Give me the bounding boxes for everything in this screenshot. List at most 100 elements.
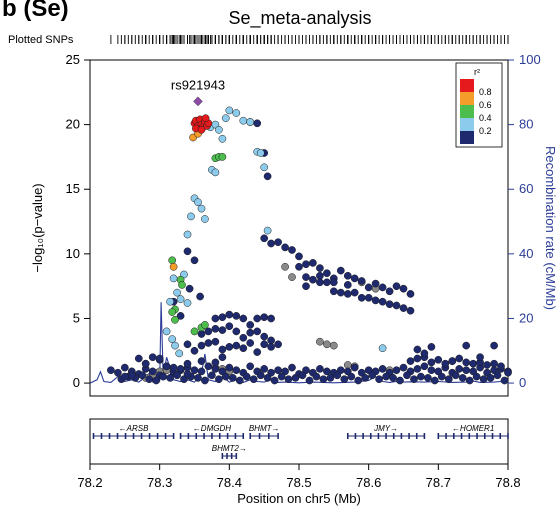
snp-point — [176, 295, 185, 303]
gene-exon — [445, 433, 447, 439]
gene-exon — [116, 433, 119, 439]
plotted-snps-rug — [110, 35, 509, 44]
snp-point — [490, 341, 498, 350]
gene-exon — [453, 433, 455, 439]
snp-point — [420, 362, 429, 371]
snp-point — [260, 163, 269, 172]
snp-point — [378, 344, 387, 353]
snp-point — [469, 359, 478, 368]
snp-point — [316, 271, 324, 280]
snp-point — [288, 273, 296, 281]
snp-point — [281, 243, 289, 252]
snp-point — [168, 308, 177, 316]
snp-point — [413, 365, 422, 373]
snp-point — [211, 314, 220, 323]
snp-point — [302, 260, 310, 269]
snp-point — [260, 332, 269, 341]
snp-point — [451, 371, 460, 380]
snp-point — [171, 315, 179, 324]
gene-track-frame — [89, 418, 509, 465]
snp-point — [375, 375, 383, 384]
snp-point — [225, 343, 234, 351]
snp-point — [239, 344, 248, 353]
snp-point — [333, 371, 342, 380]
snp-point — [197, 357, 206, 365]
snp-point — [288, 246, 296, 254]
snp-point — [246, 339, 255, 347]
snp-point — [378, 283, 387, 292]
snp-point — [185, 284, 194, 293]
snp-point — [253, 327, 262, 336]
gene-exon — [400, 433, 403, 439]
snp-point — [162, 362, 171, 371]
lead-snp-label: rs921943 — [171, 77, 225, 92]
snp-point — [120, 363, 129, 372]
snp-point — [385, 300, 394, 309]
snp-point — [462, 358, 471, 367]
snp-point — [201, 114, 210, 123]
snp-point — [441, 359, 450, 368]
gene-exon — [277, 433, 279, 439]
snp-point — [232, 312, 241, 320]
snp-point — [260, 340, 269, 349]
snp-point — [420, 349, 429, 358]
y2-tick-label: 80 — [519, 117, 533, 132]
snp-point — [329, 341, 338, 350]
snp-point — [455, 365, 464, 373]
snp-point — [232, 366, 241, 375]
snp-point — [347, 372, 356, 381]
snp-point — [208, 371, 216, 380]
y2-axis-label: Recombination rate (cM/Mb) — [543, 146, 557, 310]
chart-title: Se_meta-analysis — [228, 8, 371, 29]
lead-snp — [193, 96, 203, 107]
snp-point — [194, 198, 202, 207]
snp-point — [274, 238, 282, 247]
snp-point — [410, 375, 418, 384]
snp-point — [225, 363, 234, 372]
gene-exon — [221, 453, 224, 459]
snp-point — [329, 278, 338, 287]
snp-point — [201, 376, 209, 385]
snp-point — [434, 355, 443, 364]
snp-point — [403, 371, 411, 380]
snp-point — [196, 292, 204, 301]
legend-label: 0.2 — [479, 126, 492, 136]
gene-exon — [460, 433, 463, 439]
snp-point — [504, 368, 512, 377]
gene-exon — [249, 433, 252, 439]
snp-point — [187, 212, 195, 221]
y2-tick-label: 60 — [519, 181, 533, 196]
snp-point — [173, 288, 181, 297]
snp-point — [162, 327, 171, 336]
snp-point — [134, 354, 143, 363]
legend-title: r² — [474, 67, 480, 77]
gene-exon — [92, 433, 95, 439]
snp-point — [399, 363, 408, 372]
snp-point — [211, 358, 220, 367]
gene-exon — [483, 433, 486, 439]
legend-label: 0.8 — [479, 87, 492, 97]
gene-exon — [226, 433, 229, 439]
gene-exon — [187, 433, 190, 439]
snp-point — [260, 365, 269, 373]
snp-point — [169, 262, 178, 271]
snp-point — [175, 349, 184, 358]
snp-point — [361, 374, 370, 382]
snp-point — [218, 326, 227, 334]
snp-point — [462, 366, 471, 375]
snp-point — [340, 375, 349, 384]
gene-label: ←ARSB — [119, 424, 149, 433]
snp-point — [176, 365, 185, 373]
snp-point — [389, 374, 397, 382]
snp-point — [211, 337, 220, 346]
snp-point — [218, 345, 227, 354]
gene-exon — [226, 453, 228, 459]
legend-label: 0.4 — [479, 113, 492, 123]
snp-point — [448, 357, 457, 365]
gene-label: ←HOMER1 — [452, 424, 494, 433]
snp-point — [336, 288, 345, 297]
snp-point — [138, 371, 147, 380]
snp-point — [141, 359, 150, 368]
snp-point — [371, 296, 380, 305]
